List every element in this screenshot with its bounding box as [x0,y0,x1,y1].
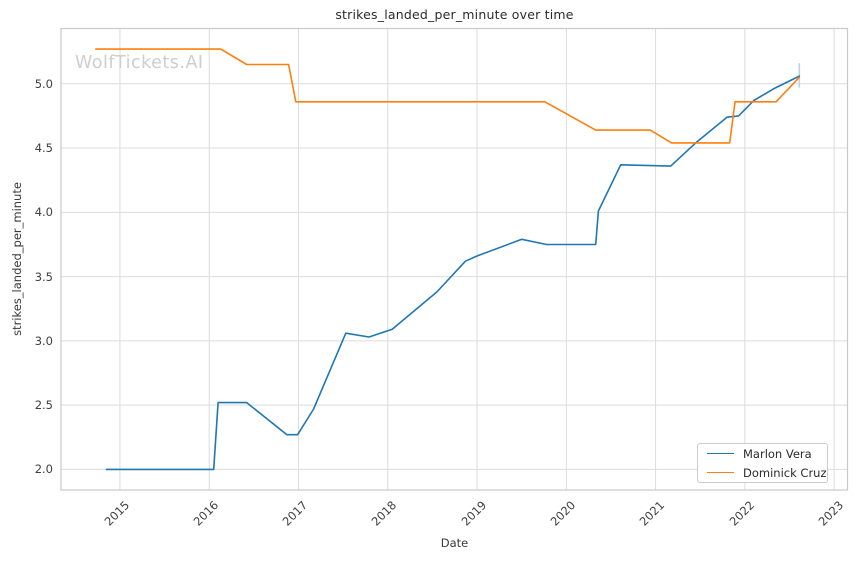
legend-label: Marlon Vera [743,446,812,461]
legend-label: Dominick Cruz [743,465,827,480]
y-tick-label: 2.5 [34,398,53,413]
series-line-dominick-cruz [95,48,801,144]
series-line-marlon-vera [105,75,801,471]
y-tick-label: 4.0 [34,205,53,220]
y-tick-label: 4.5 [34,141,53,156]
y-tick-label: 2.0 [34,462,53,477]
legend-line-swatch-orange [707,472,734,473]
x-axis-label: Date [440,536,469,550]
legend: Marlon Vera Dominick Cruz [697,443,828,483]
legend-line-swatch-blue [707,453,734,454]
y-tick-label: 5.0 [34,76,53,91]
watermark: WolfTickets.AI [75,53,204,73]
chart-title: strikes_landed_per_minute over time [335,7,574,22]
plot-border [60,27,849,491]
legend-item-dominick-cruz: Dominick Cruz [698,464,827,482]
legend-item-marlon-vera: Marlon Vera [698,445,827,463]
y-tick-label: 3.0 [34,333,53,348]
y-tick-label: 3.5 [34,269,53,284]
